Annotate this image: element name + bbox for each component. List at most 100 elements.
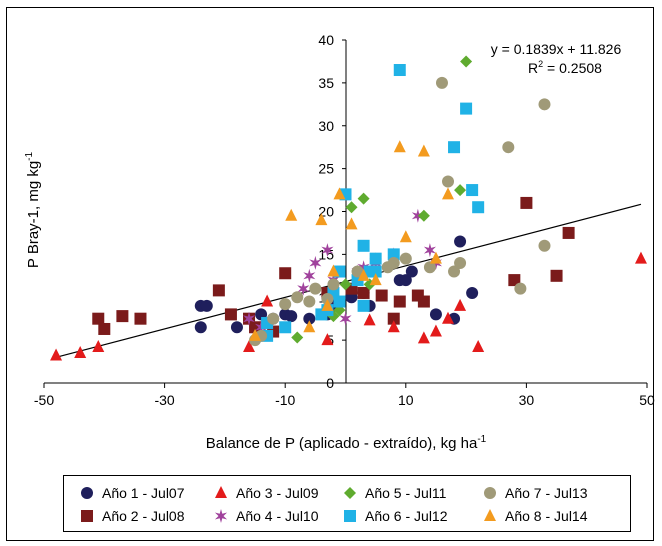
- trendline: [55, 203, 642, 358]
- data-point: [399, 252, 412, 265]
- data-point: [303, 295, 316, 308]
- data-point: [387, 312, 400, 325]
- data-point: [393, 295, 406, 308]
- data-point: [369, 265, 382, 278]
- legend-label: Año 3 - Jul09: [236, 485, 319, 501]
- data-point: [393, 64, 406, 77]
- data-point: [303, 312, 316, 325]
- data-point: [520, 196, 533, 209]
- data-point: [339, 311, 352, 326]
- data-point: [538, 239, 551, 252]
- y-axis-title: P Bray-1, mg kg-1: [24, 151, 42, 268]
- data-point: [466, 184, 479, 197]
- legend-box: [63, 475, 631, 532]
- data-point: [291, 291, 304, 304]
- data-point: [363, 313, 376, 326]
- equation-label: y = 0.1839x + 11.826: [491, 41, 622, 57]
- data-point: [230, 321, 243, 334]
- data-point: [327, 264, 340, 277]
- data-point: [460, 55, 473, 68]
- data-point: [502, 141, 515, 154]
- data-point: [50, 348, 63, 361]
- data-point: [255, 320, 268, 335]
- data-point: [423, 261, 436, 274]
- data-point: [357, 299, 370, 312]
- data-point: [387, 248, 400, 261]
- data-point: [357, 239, 370, 252]
- legend-label: Año 5 - Jul11: [365, 485, 447, 501]
- y-tick-label: 15: [318, 246, 334, 262]
- data-point: [327, 278, 340, 291]
- data-point: [429, 251, 442, 264]
- legend-label: Año 4 - Jul10: [236, 508, 319, 524]
- data-point: [279, 298, 292, 311]
- data-point: [454, 235, 467, 248]
- legend: Año 1 - Jul07 Año 3 - Jul09 Año 5 - Jul11 A…: [81, 485, 588, 524]
- data-point: [634, 251, 647, 264]
- data-point: [399, 274, 412, 287]
- data-point: [297, 281, 310, 296]
- data-point: [285, 208, 298, 221]
- data-point: [454, 184, 467, 197]
- data-point: [375, 289, 388, 302]
- legend-marker: [484, 487, 496, 499]
- x-tick-label: -30: [154, 392, 174, 408]
- legend-label: Año 6 - Jul12: [365, 508, 448, 524]
- data-point: [550, 269, 563, 282]
- data-point: [345, 201, 358, 214]
- data-point: [249, 328, 262, 341]
- data-point: [508, 274, 521, 287]
- data-point: [309, 255, 322, 270]
- legend-label: Año 7 - Jul13: [505, 485, 588, 501]
- data-point: [321, 243, 334, 258]
- data-point: [369, 252, 382, 265]
- data-point: [321, 298, 334, 311]
- data-point: [429, 324, 442, 337]
- data-point: [345, 217, 358, 230]
- data-point: [357, 192, 370, 205]
- data-point: [303, 320, 316, 333]
- data-point: [279, 267, 292, 280]
- data-point: [351, 265, 364, 278]
- data-point: [321, 333, 334, 346]
- x-tick-label: 30: [519, 392, 535, 408]
- data-point: [134, 312, 147, 325]
- data-point: [243, 311, 256, 326]
- data-point: [393, 140, 406, 153]
- data-point: [405, 265, 418, 278]
- data-point: [417, 331, 430, 344]
- legend-marker: [484, 509, 496, 521]
- data-points: [50, 55, 647, 361]
- y-tick-label: 40: [318, 32, 334, 48]
- data-point: [291, 331, 304, 344]
- data-point: [538, 98, 551, 111]
- x-tick-label: 10: [398, 392, 414, 408]
- legend-marker: [344, 510, 356, 522]
- data-point: [417, 144, 430, 157]
- data-point: [460, 102, 473, 115]
- data-point: [454, 298, 467, 311]
- data-point: [514, 282, 527, 295]
- data-point: [472, 201, 485, 214]
- legend-label: Año 2 - Jul08: [102, 508, 185, 524]
- x-ticks: -50 -30 -10 10 30 50: [34, 383, 655, 408]
- y-tick-label: 25: [318, 161, 334, 177]
- data-point: [279, 321, 292, 334]
- data-point: [249, 321, 262, 334]
- data-point: [303, 268, 316, 283]
- data-point: [333, 295, 346, 308]
- data-point: [442, 311, 455, 324]
- r2-label: R2 = 0.2508: [528, 59, 602, 76]
- data-point: [411, 208, 424, 223]
- data-point: [212, 284, 225, 297]
- y-ticks: 0510152025303540: [318, 32, 346, 391]
- data-point: [315, 213, 328, 226]
- x-tick-label: 50: [639, 392, 655, 408]
- legend-marker: [81, 487, 93, 499]
- data-point: [369, 273, 382, 286]
- data-point: [399, 230, 412, 243]
- data-point: [74, 345, 87, 358]
- data-point: [429, 308, 442, 321]
- y-tick-label: 35: [318, 75, 334, 91]
